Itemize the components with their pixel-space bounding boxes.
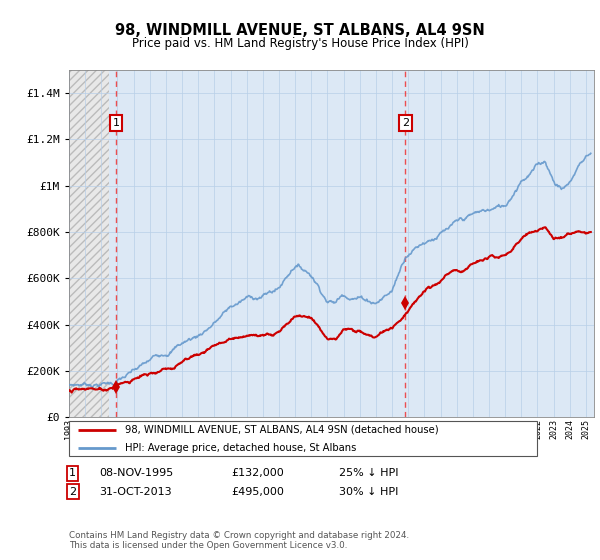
Text: 31-OCT-2013: 31-OCT-2013: [99, 487, 172, 497]
Text: Contains HM Land Registry data © Crown copyright and database right 2024.
This d: Contains HM Land Registry data © Crown c…: [69, 531, 409, 550]
Text: 2: 2: [402, 118, 409, 128]
Text: Price paid vs. HM Land Registry's House Price Index (HPI): Price paid vs. HM Land Registry's House …: [131, 37, 469, 50]
Text: 98, WINDMILL AVENUE, ST ALBANS, AL4 9SN (detached house): 98, WINDMILL AVENUE, ST ALBANS, AL4 9SN …: [125, 425, 439, 435]
Text: 98, WINDMILL AVENUE, ST ALBANS, AL4 9SN: 98, WINDMILL AVENUE, ST ALBANS, AL4 9SN: [115, 24, 485, 38]
Bar: [69, 70, 109, 417]
Text: £132,000: £132,000: [231, 468, 284, 478]
Text: 08-NOV-1995: 08-NOV-1995: [99, 468, 173, 478]
Text: 1: 1: [69, 468, 76, 478]
Text: 1: 1: [113, 118, 119, 128]
Text: £495,000: £495,000: [231, 487, 284, 497]
Text: 25% ↓ HPI: 25% ↓ HPI: [339, 468, 398, 478]
Text: 2: 2: [69, 487, 76, 497]
Text: HPI: Average price, detached house, St Albans: HPI: Average price, detached house, St A…: [125, 442, 356, 452]
Text: 30% ↓ HPI: 30% ↓ HPI: [339, 487, 398, 497]
FancyBboxPatch shape: [69, 421, 537, 456]
